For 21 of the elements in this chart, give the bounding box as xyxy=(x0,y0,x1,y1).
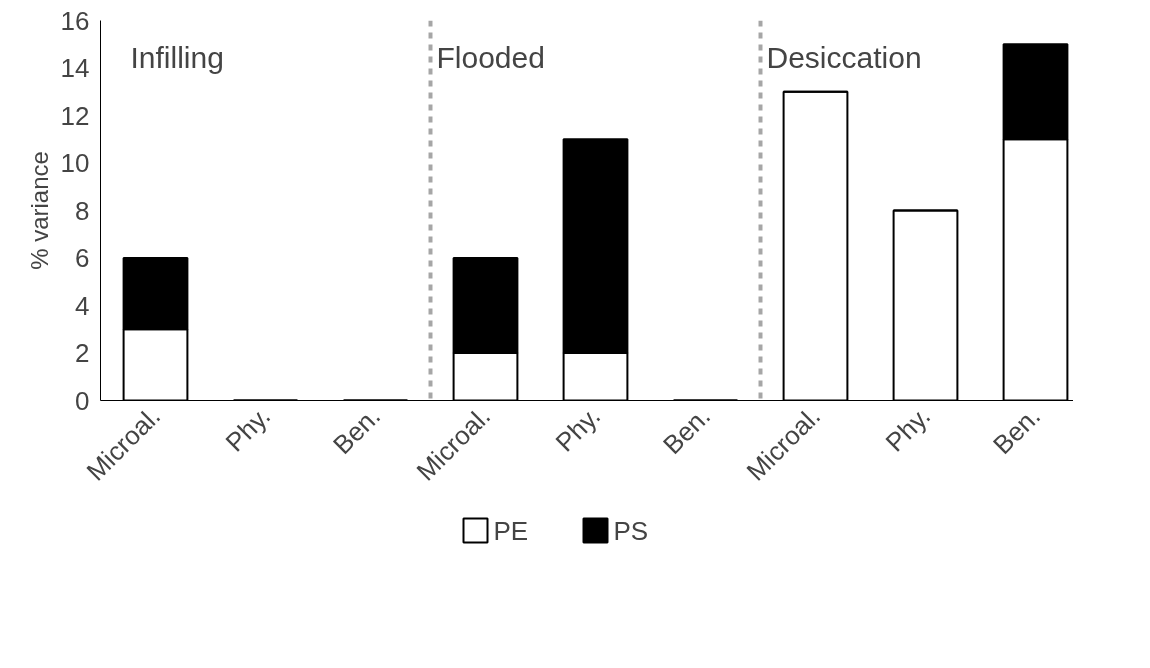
x-tick-label: Ben. xyxy=(987,400,1047,460)
x-tick-label: Phy. xyxy=(879,400,937,458)
legend-label: PS xyxy=(613,515,649,546)
y-tick-label: 12 xyxy=(60,100,90,131)
y-tick-label: 16 xyxy=(60,5,90,36)
x-tick-label: Ben. xyxy=(327,400,387,460)
annotation: Flooded xyxy=(436,40,545,74)
x-tick-label: Phy. xyxy=(219,400,277,458)
annotation: Infilling xyxy=(130,40,224,74)
y-tick-label: 6 xyxy=(75,243,90,273)
y-tick-label: 14 xyxy=(60,53,90,83)
y-tick-label: 0 xyxy=(75,385,90,416)
y-tick-label: 10 xyxy=(60,148,90,178)
y-tick-label: 2 xyxy=(75,338,90,368)
y-axis-title: % variance xyxy=(25,151,53,270)
x-tick-label: Phy. xyxy=(549,400,607,458)
x-tick-label: Ben. xyxy=(657,400,717,460)
y-tick-label: 4 xyxy=(75,290,90,321)
y-tick-label: 8 xyxy=(75,195,90,226)
legend-label: PE xyxy=(493,515,529,546)
annotation: Desiccation xyxy=(766,40,922,74)
